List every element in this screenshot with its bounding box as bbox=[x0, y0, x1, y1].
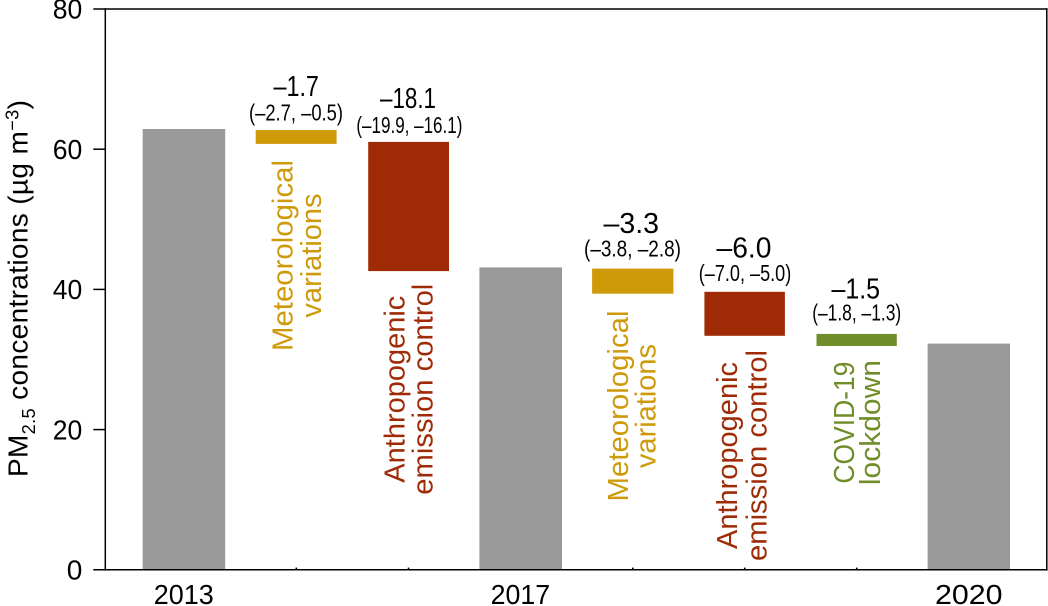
svg-text:–3.3: –3.3 bbox=[604, 208, 660, 240]
svg-text:80: 80 bbox=[53, 0, 83, 25]
svg-text:(–2.7, –0.5): (–2.7, –0.5) bbox=[249, 99, 343, 125]
svg-text:40: 40 bbox=[53, 274, 83, 305]
svg-text:2017: 2017 bbox=[491, 579, 551, 606]
svg-text:emission control: emission control bbox=[742, 350, 774, 561]
svg-text:–18.1: –18.1 bbox=[380, 83, 436, 115]
svg-text:–6.0: –6.0 bbox=[717, 233, 772, 265]
svg-text:(–7.0, –5.0): (–7.0, –5.0) bbox=[699, 260, 792, 286]
svg-text:variations: variations bbox=[296, 193, 328, 317]
svg-text:variations: variations bbox=[631, 344, 663, 468]
svg-text:2013: 2013 bbox=[154, 579, 214, 606]
svg-text:2020: 2020 bbox=[935, 579, 1003, 606]
svg-text:0: 0 bbox=[67, 555, 83, 586]
svg-text:emission control: emission control bbox=[408, 284, 440, 495]
svg-text:Meteorological: Meteorological bbox=[268, 160, 300, 351]
svg-text:Meteorological: Meteorological bbox=[603, 311, 635, 502]
svg-text:(–19.9, –16.1): (–19.9, –16.1) bbox=[356, 112, 462, 138]
svg-text:–1.5: –1.5 bbox=[832, 274, 881, 306]
svg-text:PM2.5 concentrations (µg m−3): PM2.5 concentrations (µg m−3) bbox=[2, 100, 39, 477]
svg-text:–1.7: –1.7 bbox=[273, 71, 319, 103]
svg-text:Anthropogenic: Anthropogenic bbox=[712, 362, 744, 549]
svg-text:COVID-19: COVID-19 bbox=[829, 362, 861, 484]
svg-text:(–3.8, –2.8): (–3.8, –2.8) bbox=[584, 235, 681, 261]
svg-text:(–1.8, –1.3): (–1.8, –1.3) bbox=[812, 300, 901, 326]
svg-text:20: 20 bbox=[53, 414, 83, 445]
svg-text:lockdown: lockdown bbox=[855, 360, 887, 485]
svg-text:Anthropogenic: Anthropogenic bbox=[380, 296, 412, 483]
svg-text:60: 60 bbox=[53, 134, 83, 165]
